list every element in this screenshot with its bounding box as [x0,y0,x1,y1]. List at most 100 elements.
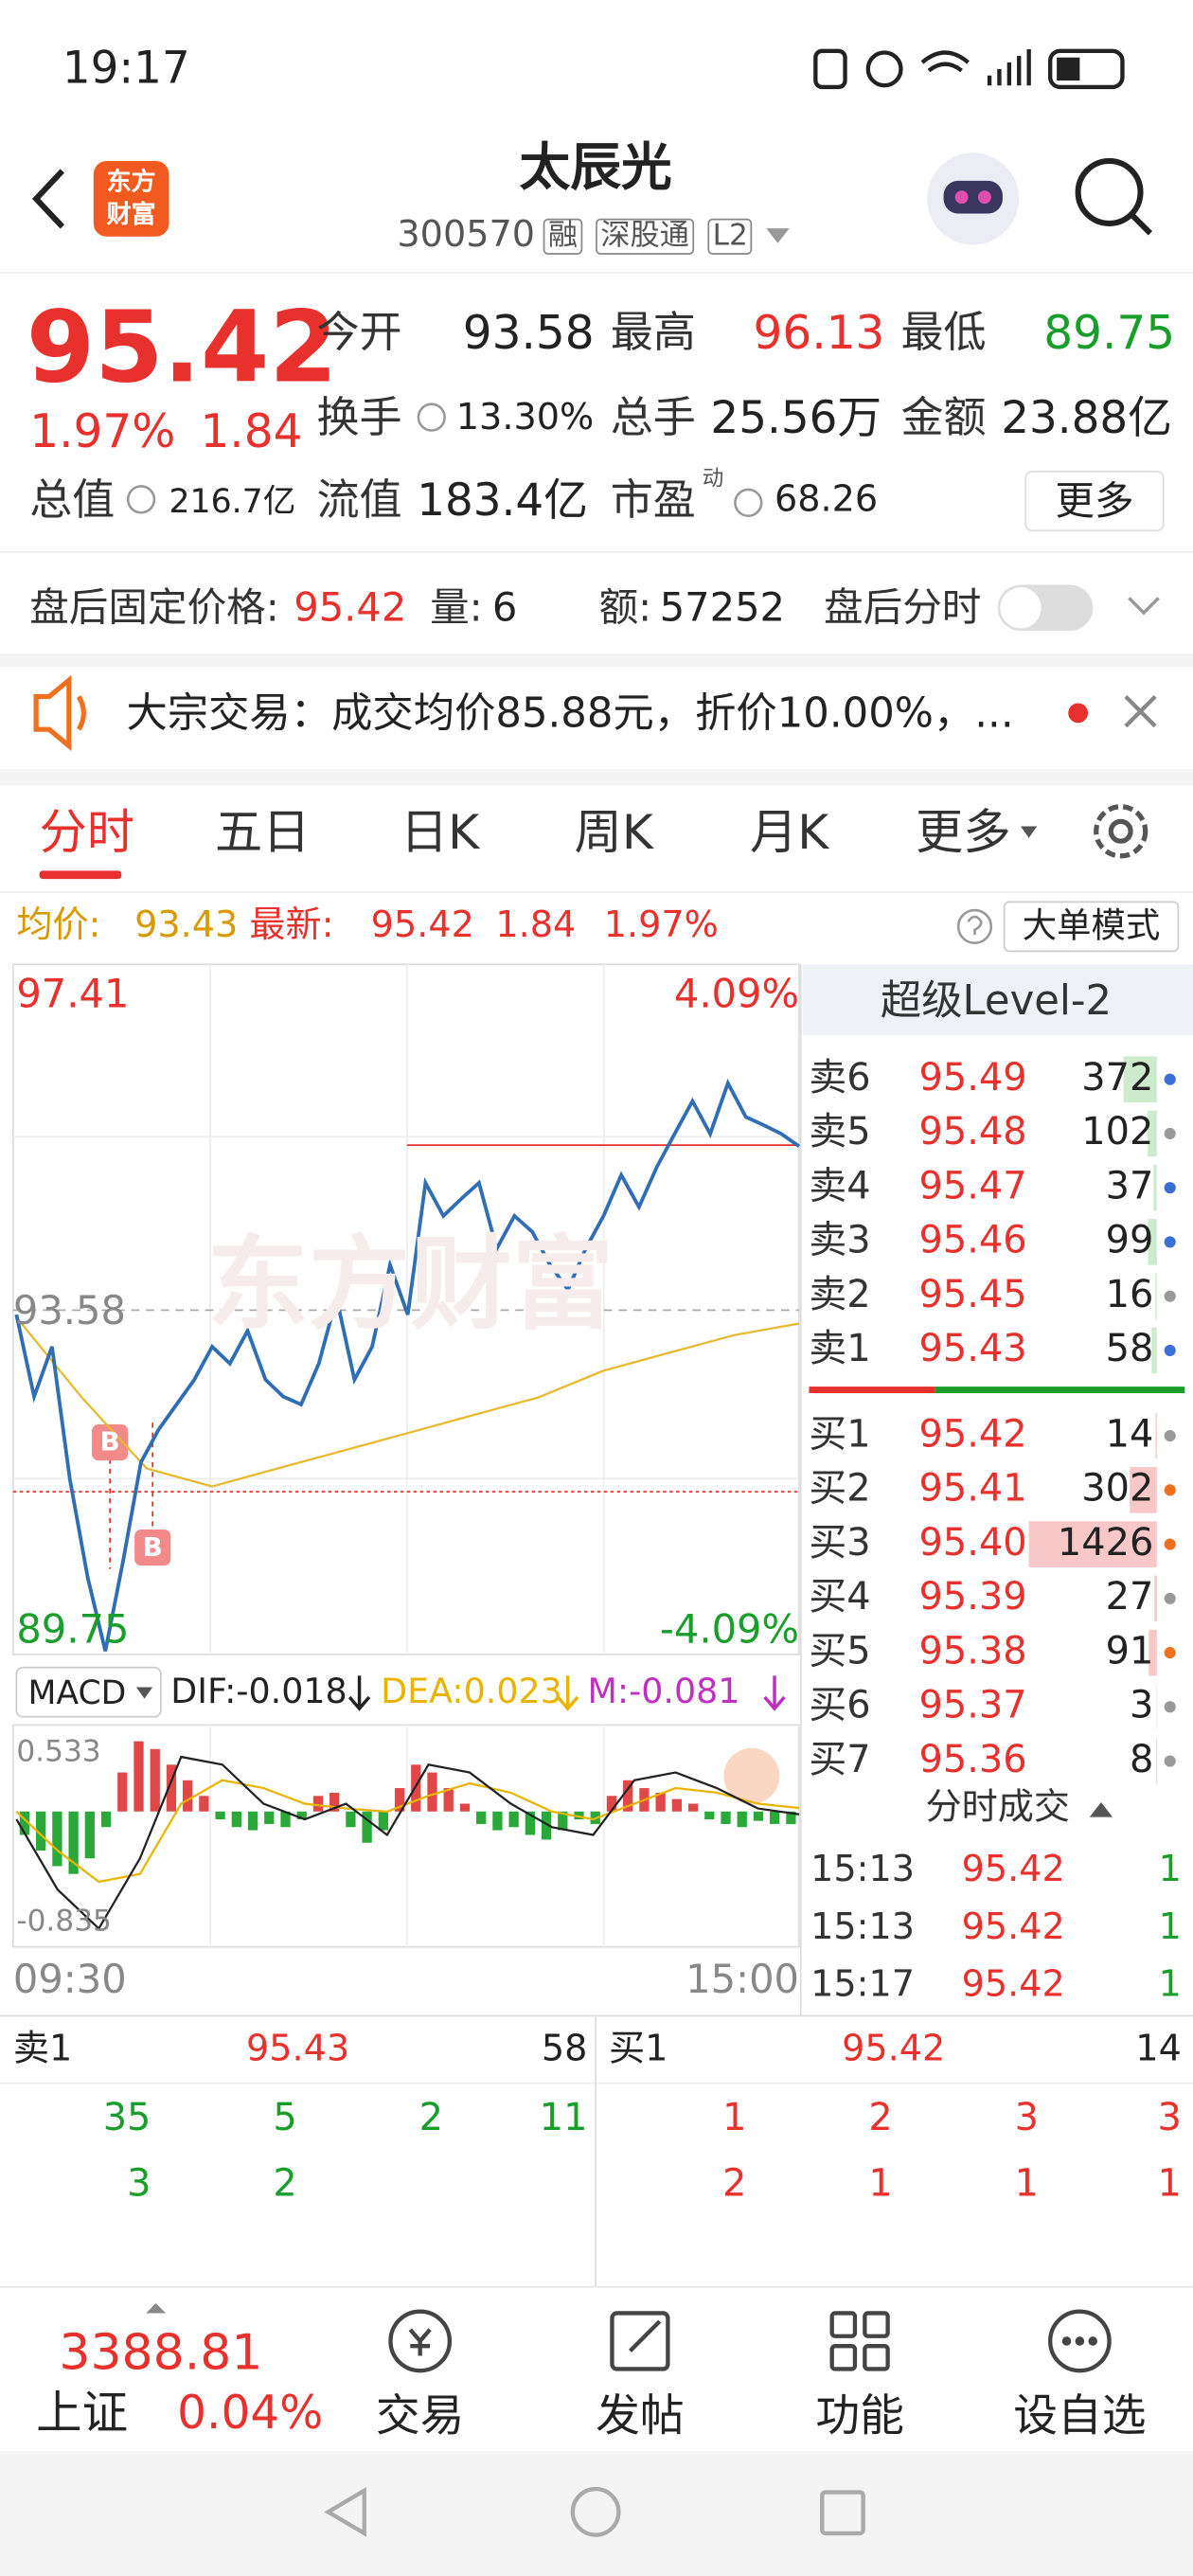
tab[interactable]: 分时 [39,804,135,861]
book-vol: 14 [1105,1413,1154,1457]
book-vol: 372 [1081,1057,1154,1100]
book-label: 买7 [809,1739,871,1782]
tab[interactable]: 月K [749,804,829,861]
avg-value: 93.43 [134,904,239,947]
index-change[interactable]: 0.04% [177,2385,324,2441]
macd-bar [770,1811,780,1824]
macd-bar [558,1811,568,1831]
price-line [14,1078,801,1652]
avatar[interactable] [927,152,1020,245]
book-price: 95.36 [918,1739,1027,1782]
trade-price: 95.42 [961,1906,1065,1949]
section-gap [0,768,1193,786]
book-price: 95.41 [918,1467,1027,1512]
index-value[interactable]: 3388.81 [59,2324,263,2383]
unread-dot [1068,703,1089,724]
last-label: 最新: [249,904,334,947]
tab[interactable]: 日K [400,804,480,861]
depth-bar [1123,1056,1157,1102]
help-icon[interactable] [956,908,993,945]
depth-bar [1156,1738,1157,1784]
macd-bar [574,1811,584,1820]
macd-selector-frame[interactable] [15,1666,162,1718]
selector-arrow[interactable] [135,1687,153,1699]
nav-item[interactable]: 功能 [815,2390,904,2442]
depth-bar [1148,1629,1157,1676]
tab[interactable]: 五日 [215,804,311,861]
book-price: 95.37 [918,1684,1027,1728]
more-button[interactable]: 更多 [1055,477,1134,525]
close-button[interactable] [1124,694,1157,728]
macd-bar [623,1780,633,1812]
macd-bar [150,1748,160,1812]
after-hours-vol-label: 量: [430,584,483,632]
macd-bar [117,1772,128,1812]
level2-title: 超级Level-2 [880,976,1113,1025]
trade-time: 15:17 [810,1964,916,2007]
mode-button[interactable]: 大单模式 [1022,905,1161,946]
pct-top-label: 4.09% [673,971,800,1017]
mode-button-frame[interactable] [1003,901,1180,953]
book-price: 95.46 [918,1220,1027,1263]
nav-item[interactable]: 发帖 [596,2390,685,2442]
expand-button[interactable] [723,1747,780,1804]
marker-guide [109,1422,154,1569]
macd-bar [378,1811,388,1831]
field-value: 216.7亿 [169,481,296,521]
notice[interactable]: 大宗交易：成交均价85.88元，折价10.00%，... [126,689,1014,738]
nav-icons [388,2309,1112,2373]
nav-item[interactable]: 设自选 [1013,2390,1147,2442]
book-vol: 27 [1105,1576,1154,1619]
sort-arrow[interactable] [1089,1801,1113,1817]
more-button-frame[interactable] [1024,470,1165,532]
expand-chevron[interactable] [1128,597,1160,616]
status-dot [1164,1755,1176,1767]
book-label: 卖4 [809,1165,871,1208]
queue-order: 11 [539,2097,588,2140]
stock-tag: 融 [543,218,583,255]
search-icon[interactable] [1075,157,1153,236]
trade-time: 15:13 [810,1850,916,1891]
nav-item[interactable]: 交易 [375,2390,465,2442]
nav-handle[interactable] [146,2303,167,2314]
depth-bar [1028,1521,1157,1567]
tab[interactable]: 更多 [916,804,1011,861]
macd-dif: DIF:-0.018 [170,1672,347,1711]
x-label: 15:00 [686,1957,800,2003]
macd-bar [525,1811,535,1835]
macd-bar [215,1811,225,1820]
change: 1.84 [495,904,577,947]
status-dot [1164,1344,1176,1356]
back-button[interactable] [31,169,65,229]
macd-bar [19,1811,30,1835]
book-vol: 102 [1081,1111,1154,1154]
status-dot [1164,1430,1176,1442]
dropdown-arrow[interactable] [766,228,790,243]
macd-selector[interactable]: MACD [27,1672,127,1712]
book-price: 95.39 [918,1576,1027,1619]
index-name[interactable]: 上证 [36,2385,129,2441]
macd-bar [786,1811,796,1825]
pct-bottom-label: -4.09% [659,1606,800,1654]
book-label: 买3 [809,1522,871,1565]
toggle-switch[interactable] [997,584,1094,632]
trades-title[interactable]: 分时成交 [925,1787,1070,1829]
depth-bar [1151,1327,1157,1374]
trade-time: 15:13 [810,1906,916,1949]
book-price: 95.49 [918,1057,1027,1100]
macd-bar [329,1792,340,1812]
queue-price: 95.43 [245,2029,350,2070]
settings-icon[interactable] [1094,804,1148,859]
macd-m: M:-0.081 [587,1672,740,1711]
queue-vol: 58 [541,2029,588,2070]
trend-arrows [347,1675,786,1711]
book-vol: 91 [1105,1630,1154,1673]
info-icon[interactable] [126,402,763,517]
system-nav-buttons[interactable] [324,2486,865,2537]
status-dot [1164,1182,1176,1194]
dif-line [15,1755,800,1931]
book-price: 95.48 [918,1111,1027,1154]
tab[interactable]: 周K [574,804,653,861]
trade-vol: 1 [1158,1964,1182,2007]
